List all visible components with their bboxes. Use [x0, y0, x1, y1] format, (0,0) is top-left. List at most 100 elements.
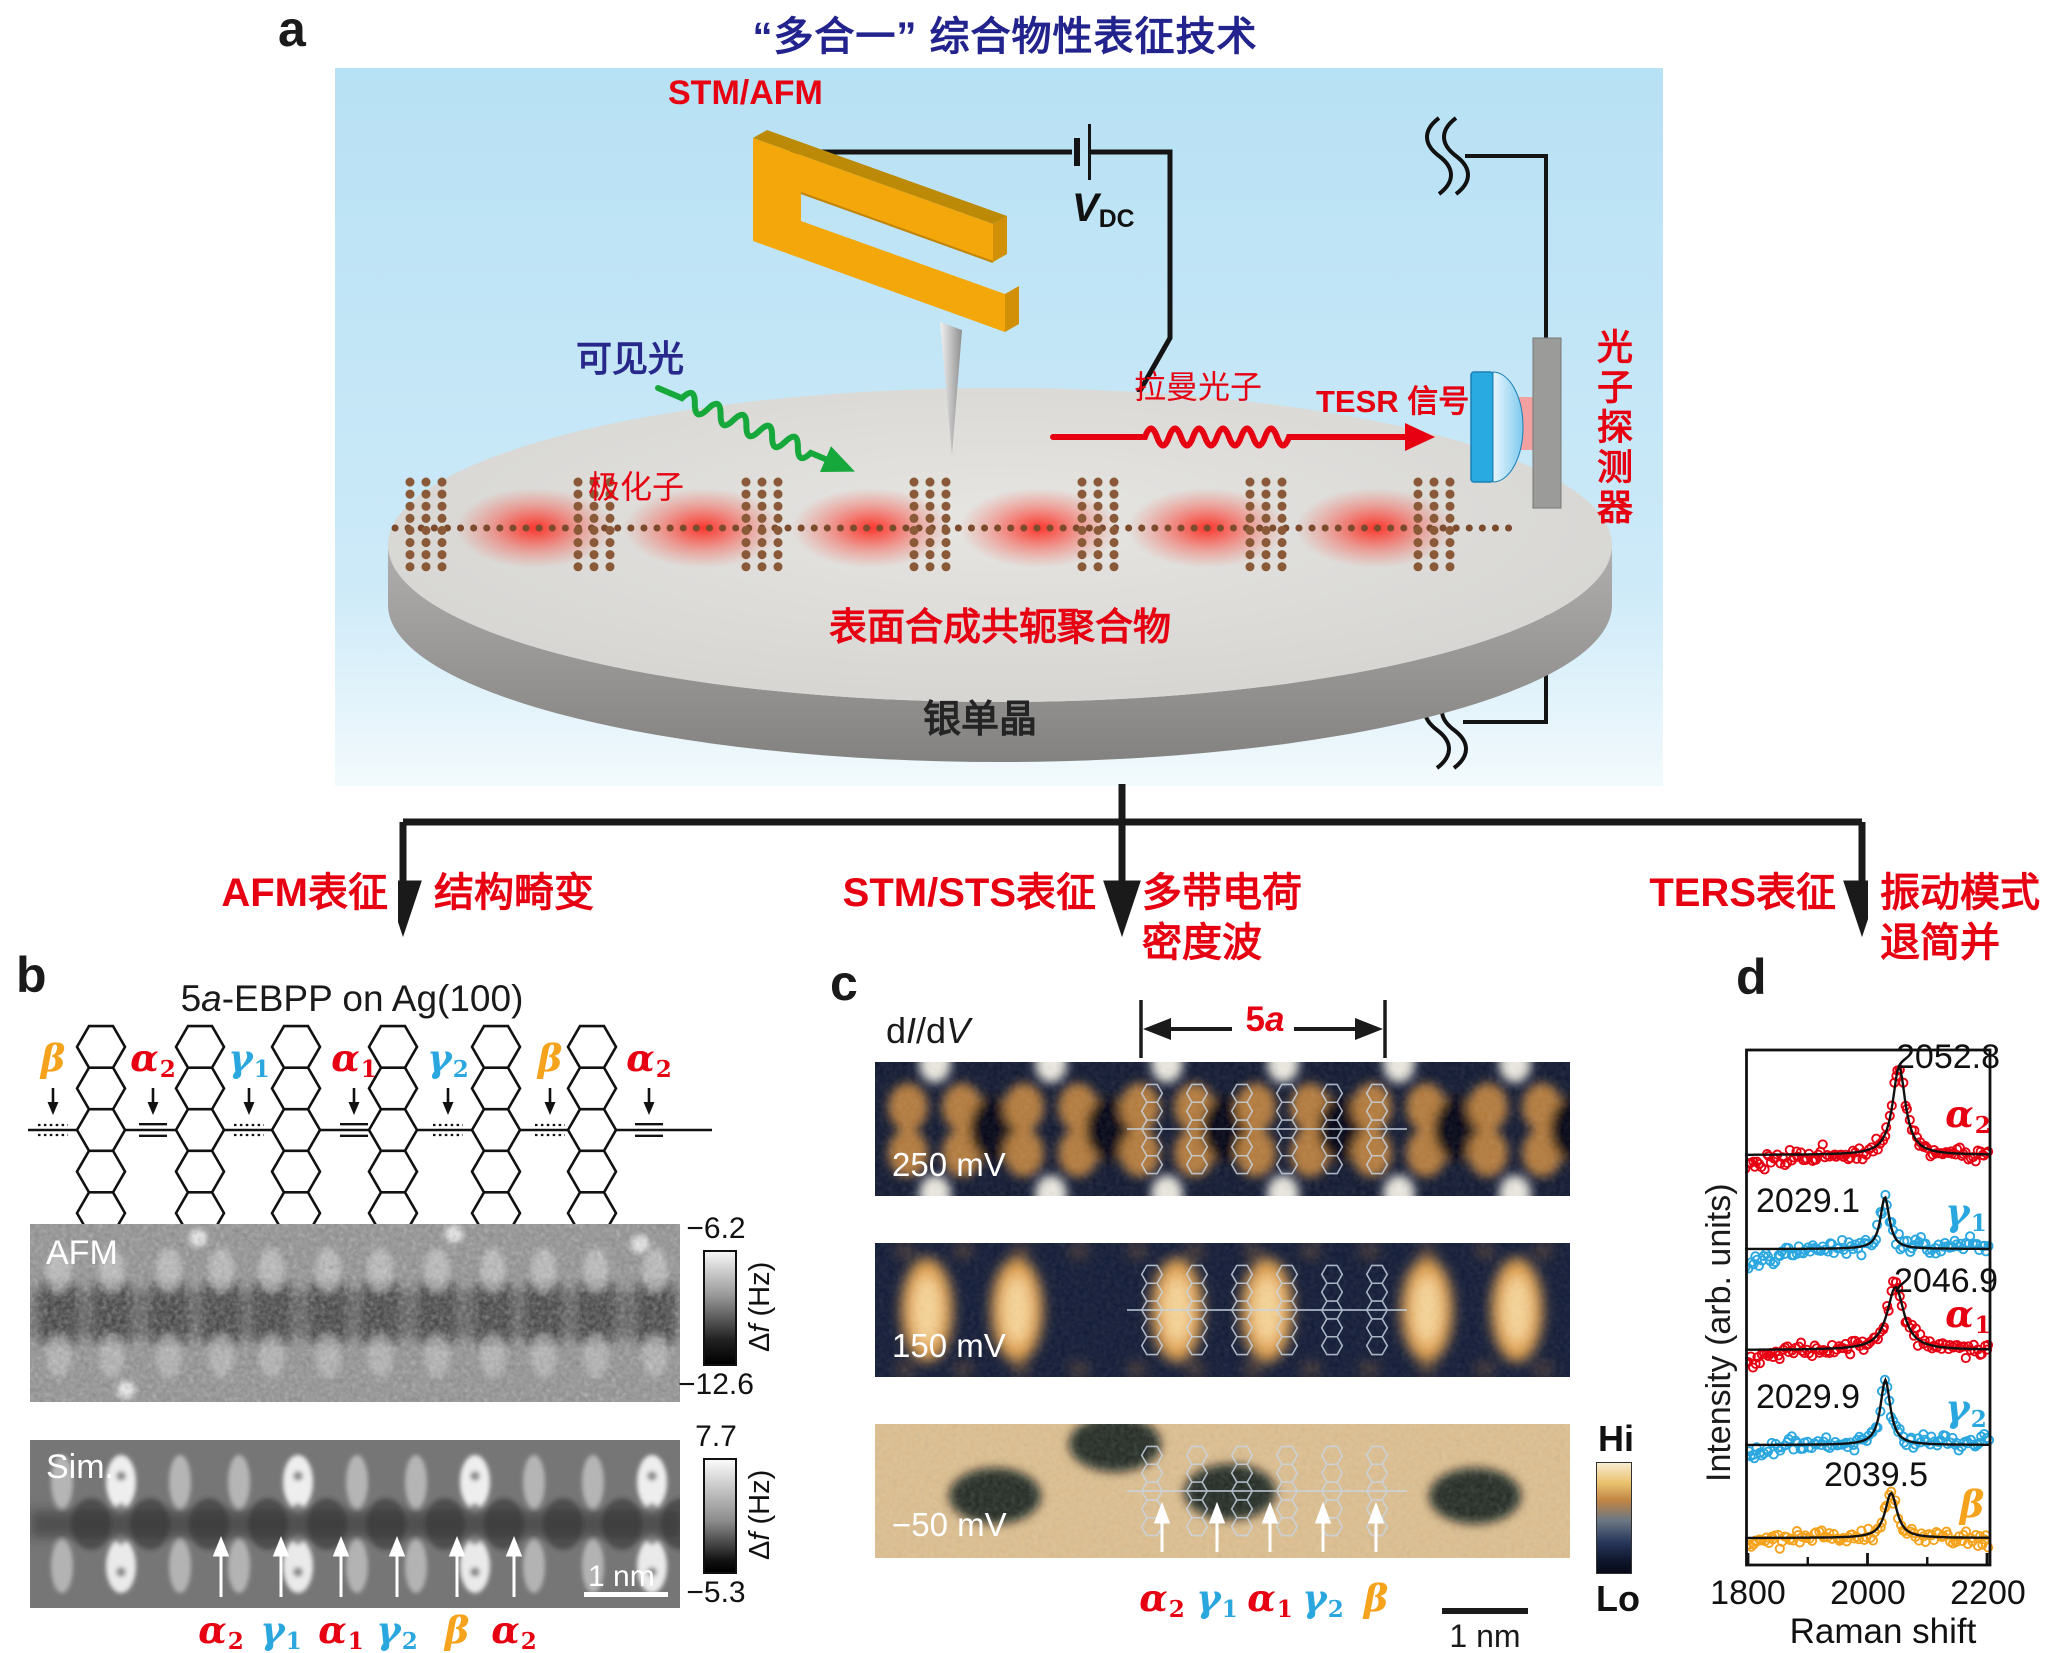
afm-image-label: AFM	[46, 1234, 118, 1272]
branch-sts-method: STM/STS表征	[842, 871, 1096, 915]
branch-connectors	[398, 784, 1868, 938]
branch-afm-method: AFM表征	[221, 871, 388, 915]
site-label-β: β	[444, 1608, 470, 1652]
site-label-α1: α1	[1247, 1576, 1293, 1623]
site-label-β: β	[1959, 1482, 1985, 1526]
sim-scalebar	[584, 1592, 668, 1597]
site-label-γ1: γ1	[228, 1036, 270, 1083]
sim-scalebar-label: 1 nm	[588, 1560, 655, 1593]
peak-value-g1: 2029.1	[1756, 1182, 1860, 1220]
ters-spectra-chart	[1745, 1048, 1994, 1567]
map-span-label: 5a	[1245, 1000, 1285, 1039]
site-label-α2: α2	[1945, 1092, 1991, 1139]
map-site-labels: α2 γ1 α1 γ2 β	[875, 1576, 1570, 1623]
afm-colorbar-min: −12.6	[678, 1368, 754, 1401]
sim-site-labels: α2 γ1 α1 γ2 β α2	[30, 1608, 680, 1653]
map-colorbar-lo: Lo	[1596, 1578, 1640, 1619]
panel-d-letter: d	[1736, 949, 1767, 1005]
didv-label: dI/dV	[886, 1010, 971, 1051]
site-label-α2: α2	[491, 1608, 537, 1653]
afm-simulation-image	[30, 1440, 680, 1608]
didv-map-neg50mv	[875, 1424, 1570, 1558]
site-label-γ1: γ1	[1945, 1190, 1987, 1237]
x-tick-2000: 2000	[1830, 1574, 1906, 1612]
sim-colorbar-max: 7.7	[695, 1420, 737, 1453]
site-label-β: β	[40, 1036, 66, 1080]
x-axis-label: Raman shift (cm⁻¹)	[1789, 1612, 1977, 1653]
polymer-label: 表面合成共轭聚合物	[828, 607, 1171, 649]
afm-colorbar	[703, 1250, 737, 1366]
map-colorbar-hi: Hi	[1598, 1418, 1634, 1459]
panel-b-letter: b	[16, 947, 47, 1003]
branch-afm-result: 结构畸变	[434, 871, 594, 915]
x-tick-2200: 2200	[1950, 1574, 2026, 1612]
site-label-α1: α1	[318, 1608, 364, 1653]
panel-a-schematic	[335, 68, 1663, 786]
raman-photon-arrow-icon	[1050, 423, 1435, 451]
tesr-signal-label: TESR 信号	[1316, 384, 1470, 419]
map3-bias-label: −50 mV	[892, 1506, 1007, 1543]
x-tick-1800: 1800	[1710, 1574, 1786, 1612]
silver-crystal-label: 银单晶	[922, 699, 1037, 741]
y-axis-label: Intensity (arb. units)	[1700, 1183, 1738, 1482]
panel-b-title: 5a-EBPP on Ag(100)	[180, 978, 524, 1019]
peak-value-a2: 2052.8	[1896, 1038, 2000, 1076]
structure-site-labels: β α2 γ1 α1 γ2 β α2	[20, 1036, 720, 1086]
site-label-α2: α2	[1139, 1576, 1185, 1623]
map2-bias-label: 150 mV	[892, 1327, 1006, 1364]
sim-image-label: Sim.	[46, 1448, 114, 1486]
sim-colorbar-min: −5.3	[686, 1576, 746, 1609]
site-label-α2: α2	[130, 1036, 176, 1083]
didv-map-150mv	[875, 1243, 1570, 1377]
figure-title: “多合一” 综合物性表征技术	[752, 15, 1258, 59]
unit-cell-span-marker	[1139, 1000, 1387, 1058]
peak-value-a1: 2046.9	[1894, 1262, 1998, 1300]
site-label-α1: α1	[331, 1036, 377, 1083]
photon-detector-assembly	[1470, 337, 1562, 509]
stm-afm-sensor	[753, 130, 1019, 455]
stm-afm-label: STM/AFM	[668, 74, 823, 112]
lens-icon	[1492, 371, 1524, 483]
sim-colorbar	[703, 1458, 737, 1574]
panel-a-letter: a	[278, 1, 306, 57]
visible-light-label: 可见光	[576, 338, 685, 379]
site-label-α2: α2	[198, 1608, 244, 1653]
afm-image	[30, 1224, 680, 1402]
branch-sts-result2: 密度波	[1142, 921, 1262, 965]
branch-ters-result: 振动模式	[1880, 871, 2040, 915]
site-label-γ2: γ2	[427, 1036, 469, 1083]
site-label-α2: α2	[626, 1036, 672, 1083]
afm-colorbar-max: −6.2	[686, 1212, 746, 1245]
map-scalebar-label: 1 nm	[1449, 1618, 1521, 1653]
site-label-γ2: γ2	[1302, 1576, 1344, 1623]
polymer-chain	[391, 477, 1519, 579]
branch-ters-method: TERS表征	[1649, 871, 1836, 915]
peak-value-g2: 2029.9	[1756, 1378, 1860, 1416]
sim-colorbar-unit: Δf (Hz)	[744, 1469, 776, 1560]
lens-mount-icon	[1470, 371, 1494, 483]
site-label-β: β	[1363, 1576, 1389, 1620]
map1-bias-label: 250 mV	[892, 1146, 1006, 1183]
battery-icon	[1074, 138, 1080, 166]
detector-plate-icon	[1532, 337, 1562, 509]
site-label-γ1: γ1	[260, 1608, 302, 1653]
visible-light-arrow-icon	[655, 385, 855, 473]
down-arrow-icons	[398, 822, 1868, 938]
map-scalebar	[1442, 1608, 1528, 1614]
map-colorbar	[1596, 1462, 1632, 1574]
peak-value-b: 2039.5	[1824, 1456, 1928, 1494]
branch-sts-result: 多带电荷	[1142, 871, 1302, 915]
vdc-label: VDC	[1072, 186, 1135, 233]
site-label-γ2: γ2	[376, 1608, 418, 1653]
site-label-α1: α1	[1945, 1292, 1991, 1339]
panel-c-letter: c	[830, 955, 858, 1011]
didv-map-250mv	[875, 1062, 1570, 1196]
branch-ters-result2: 退简并	[1880, 921, 2000, 965]
site-label-γ1: γ1	[1196, 1576, 1238, 1623]
site-label-β: β	[537, 1036, 563, 1080]
afm-colorbar-unit: Δf (Hz)	[744, 1261, 776, 1352]
photon-detector-label: 光子探测器	[1592, 328, 1633, 528]
site-label-γ2: γ2	[1945, 1386, 1987, 1433]
polaron-label: 极化子	[588, 469, 685, 505]
